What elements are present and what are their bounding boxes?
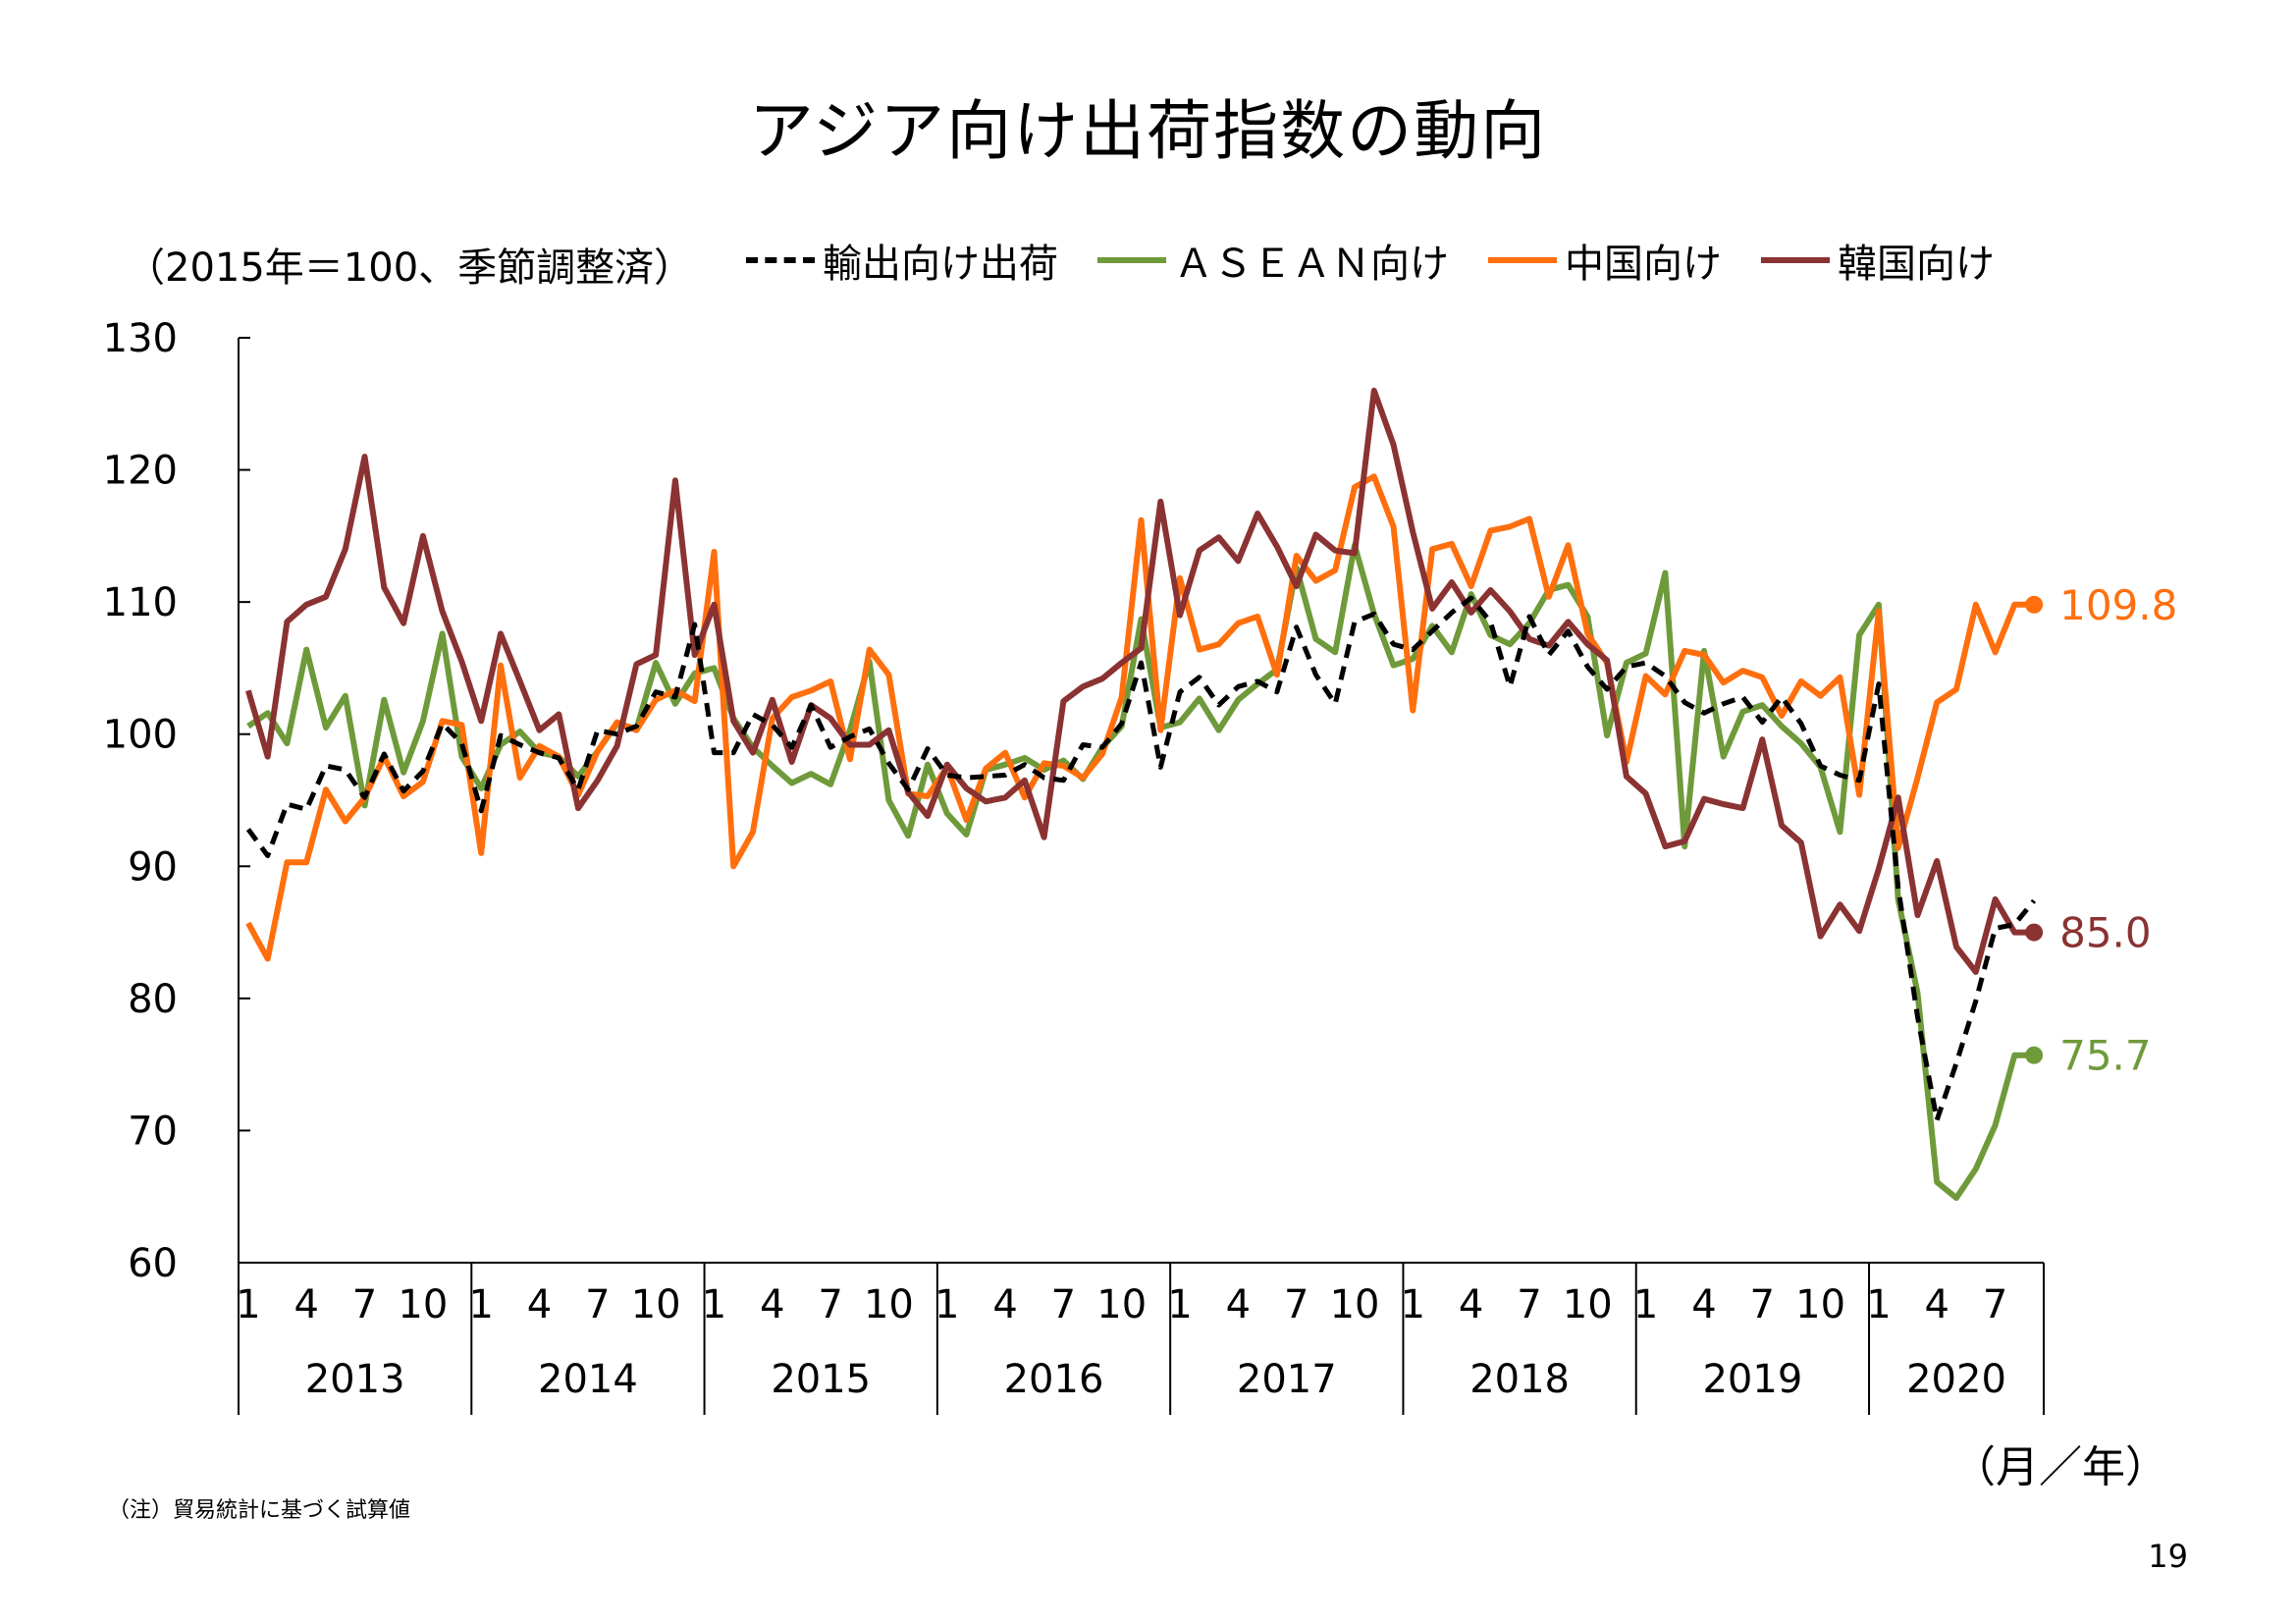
month-tick-label: 7 bbox=[585, 1282, 610, 1327]
y-tick-label: 130 bbox=[103, 316, 178, 361]
month-tick-label: 1 bbox=[468, 1282, 493, 1327]
month-tick-label: 10 bbox=[1795, 1282, 1845, 1327]
month-tick-label: 10 bbox=[398, 1282, 448, 1327]
month-tick-label: 4 bbox=[294, 1282, 318, 1327]
legend-item-korea: 韓国向け bbox=[1761, 232, 1995, 289]
month-tick-label: 10 bbox=[1096, 1282, 1147, 1327]
y-tick-label: 90 bbox=[128, 844, 178, 890]
year-label: 2014 bbox=[538, 1357, 638, 1402]
month-tick-label: 4 bbox=[1226, 1282, 1251, 1327]
end-value-label: 85.0 bbox=[2059, 909, 2152, 957]
month-tick-label: 7 bbox=[1983, 1282, 2007, 1327]
legend-label-asean: ＡＳＥＡＮ向け bbox=[1174, 242, 1449, 287]
month-tick-label: 4 bbox=[1691, 1282, 1716, 1327]
end-value-label: 75.7 bbox=[2059, 1032, 2152, 1080]
month-tick-label: 4 bbox=[760, 1282, 784, 1327]
footnote: （注）貿易統計に基づく試算値 bbox=[108, 1498, 411, 1523]
month-tick-label: 10 bbox=[1330, 1282, 1380, 1327]
month-tick-label: 1 bbox=[934, 1282, 959, 1327]
month-tick-label: 1 bbox=[1633, 1282, 1658, 1327]
y-tick-label: 60 bbox=[128, 1241, 178, 1286]
month-tick-label: 4 bbox=[1925, 1282, 1949, 1327]
year-label: 2016 bbox=[1004, 1357, 1104, 1402]
month-tick-label: 1 bbox=[1401, 1282, 1425, 1327]
year-label: 2013 bbox=[305, 1357, 405, 1402]
month-tick-label: 10 bbox=[631, 1282, 681, 1327]
month-tick-label: 7 bbox=[1517, 1282, 1541, 1327]
year-label: 2020 bbox=[1906, 1357, 2006, 1402]
y-tick-label: 110 bbox=[103, 580, 178, 625]
legend-item-china: 中国向け bbox=[1488, 232, 1722, 289]
y-tick-label: 70 bbox=[128, 1109, 178, 1154]
year-label: 2019 bbox=[1702, 1357, 1802, 1402]
series-line-0 bbox=[245, 595, 2037, 1123]
month-tick-label: 7 bbox=[1284, 1282, 1308, 1327]
y-tick-label: 100 bbox=[103, 713, 178, 758]
end-marker bbox=[2025, 1046, 2044, 1064]
legend-swatch-korea bbox=[1761, 257, 1830, 263]
month-tick-label: 7 bbox=[352, 1282, 377, 1327]
legend-label-china: 中国向け bbox=[1565, 242, 1722, 287]
series-line-2 bbox=[245, 473, 2035, 962]
legend-item-asean: ＡＳＥＡＮ向け bbox=[1097, 232, 1449, 289]
year-label: 2015 bbox=[771, 1357, 871, 1402]
y-tick-label: 120 bbox=[103, 449, 178, 494]
end-marker bbox=[2025, 923, 2044, 942]
legend-swatch-asean bbox=[1097, 257, 1166, 263]
month-tick-label: 7 bbox=[818, 1282, 842, 1327]
legend-swatch-export bbox=[746, 257, 815, 263]
chart-title: アジア向け出荷指数の動向 bbox=[748, 93, 1548, 169]
month-tick-label: 1 bbox=[1866, 1282, 1891, 1327]
year-label: 2018 bbox=[1469, 1357, 1570, 1402]
legend-item-export: 輸出向け出荷 bbox=[746, 232, 1058, 289]
month-tick-label: 1 bbox=[1167, 1282, 1192, 1327]
series-line-1 bbox=[246, 542, 2035, 1202]
month-tick-label: 4 bbox=[992, 1282, 1017, 1327]
legend-label-export: 輸出向け出荷 bbox=[823, 242, 1058, 287]
end-value-label: 109.8 bbox=[2059, 581, 2177, 629]
page-number: 19 bbox=[2148, 1538, 2188, 1575]
unit-note: （2015年＝100、季節調整済） bbox=[126, 245, 694, 291]
series-line-3 bbox=[245, 387, 2035, 975]
month-tick-label: 4 bbox=[527, 1282, 552, 1327]
x-axis-unit: （月／年） bbox=[1952, 1442, 2168, 1492]
month-tick-label: 1 bbox=[702, 1282, 726, 1327]
month-tick-label: 1 bbox=[236, 1282, 260, 1327]
year-label: 2017 bbox=[1237, 1357, 1337, 1402]
month-tick-label: 10 bbox=[864, 1282, 914, 1327]
end-marker bbox=[2025, 595, 2044, 614]
legend: 輸出向け出荷 ＡＳＥＡＮ向け 中国向け 韓国向け bbox=[746, 232, 2034, 289]
month-tick-label: 10 bbox=[1563, 1282, 1613, 1327]
legend-swatch-china bbox=[1488, 257, 1557, 263]
y-tick-label: 80 bbox=[128, 977, 178, 1022]
month-tick-label: 4 bbox=[1459, 1282, 1483, 1327]
month-tick-label: 7 bbox=[1750, 1282, 1775, 1327]
month-tick-label: 7 bbox=[1051, 1282, 1076, 1327]
legend-label-korea: 韓国向け bbox=[1838, 242, 1995, 287]
